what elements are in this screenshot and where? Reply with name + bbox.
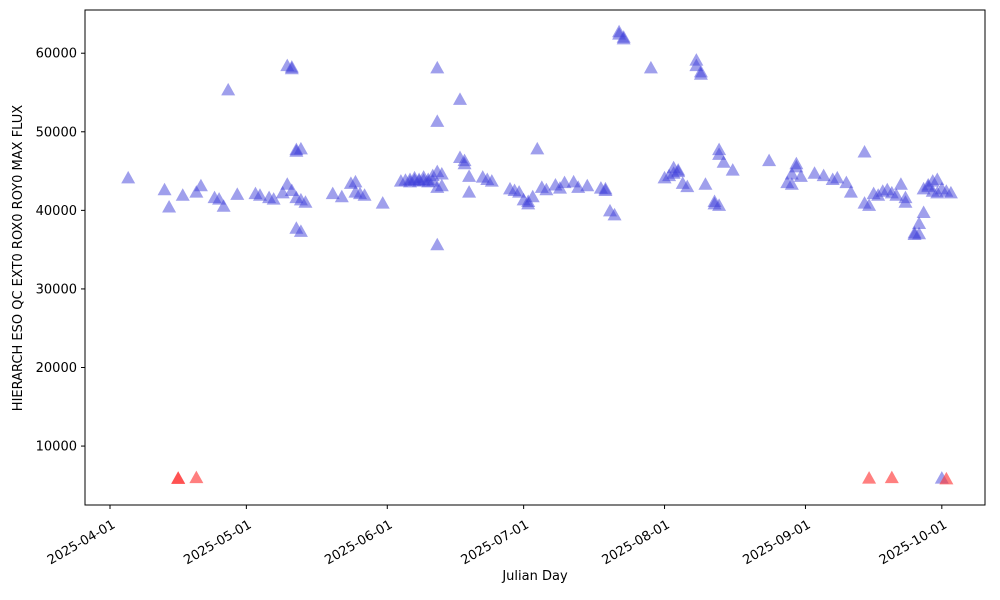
outlier-flux-point-marker [884, 470, 899, 484]
nominal-flux-point-marker [434, 167, 449, 180]
nominal-flux-point-marker [930, 172, 945, 185]
nominal-flux-point-marker [539, 182, 554, 196]
nominal-flux-point-marker [889, 188, 904, 201]
nominal-flux-point-marker [807, 166, 822, 179]
y-axis-label: HIERARCH ESO QC EXT0 ROX0 ROY0 MAX FLUX [11, 105, 26, 411]
nominal-flux-point-marker [580, 178, 595, 192]
outlier-flux-point-marker [171, 471, 186, 484]
nominal-flux-point-marker [453, 92, 467, 105]
nominal-flux-point-marker [693, 67, 708, 80]
x-tick-label: 2025-08-01 [600, 517, 673, 568]
nominal-flux-point-marker [430, 114, 445, 127]
x-tick-label: 2025-09-01 [741, 517, 814, 568]
nominal-flux-point-marker [457, 156, 472, 170]
x-tick-label: 2025-06-01 [322, 517, 395, 568]
nominal-flux-point-marker [530, 141, 545, 155]
nominal-flux-point-marker [298, 195, 313, 208]
x-tick-label: 2025-05-01 [181, 517, 254, 568]
x-axis-label: Julian Day [501, 569, 568, 584]
nominal-flux-point-marker [598, 183, 613, 196]
nominal-flux-point-marker [893, 177, 908, 190]
nominal-flux-point-marker [830, 170, 845, 184]
y-axis-ticks: 10000 20000 30000 40000 50000 60000 [36, 47, 85, 455]
nominal-flux-point-marker [266, 192, 281, 205]
outlier-flux-point-marker [939, 471, 954, 485]
nominal-flux-point-marker [671, 164, 686, 178]
nominal-flux-point-marker [712, 147, 727, 160]
nominal-flux-point-marker [512, 185, 527, 198]
nominal-flux-point-marker [216, 199, 231, 212]
nominal-flux-point-marker [698, 177, 713, 190]
nominal-flux-point-marker [230, 187, 245, 200]
nominal-flux-point-marker [325, 186, 340, 200]
nominal-flux-point-marker [616, 31, 631, 45]
nominal-flux-point-marker [284, 61, 299, 75]
nominal-flux-point-marker [843, 185, 858, 198]
y-tick-label: 30000 [36, 282, 77, 297]
nominal-flux-point-marker [793, 169, 808, 182]
nominal-flux-point-marker [462, 185, 477, 198]
plot-area [84, 9, 986, 506]
nominal-flux-point-marker [607, 207, 622, 221]
nominal-flux-point-marker [857, 145, 872, 158]
nominal-flux-point-marker [784, 177, 799, 190]
y-tick-label: 20000 [36, 361, 77, 376]
nominal-flux-point-marker [912, 226, 927, 240]
nominal-flux-point-marker [839, 175, 854, 189]
nominal-flux-point-marker [348, 174, 363, 188]
nominal-flux-point-marker [430, 60, 445, 74]
nominal-flux-point-marker [716, 155, 731, 168]
nominal-flux-point-marker [430, 237, 445, 251]
nominal-flux-point-marker [357, 188, 372, 201]
nominal-flux-point-marker [293, 141, 308, 155]
nominal-flux-point-marker [162, 200, 177, 213]
x-tick-label: 2025-07-01 [459, 517, 532, 568]
y-tick-label: 50000 [36, 125, 77, 140]
outlier-flux-point-marker [189, 470, 204, 484]
nominal-flux-point-marker [643, 60, 658, 74]
nominal-flux-point-marker [816, 168, 831, 182]
x-axis-ticks: 2025-04-01 2025-05-01 2025-06-01 2025-07-01… [45, 505, 950, 568]
nominal-flux-point-marker [175, 188, 190, 201]
nominal-flux-point-marker [912, 216, 927, 229]
nominal-flux-point-marker [725, 163, 740, 176]
nominal-flux-point-marker [293, 224, 308, 237]
nominal-flux-point-marker [862, 198, 877, 211]
nominal-flux-point-marker [680, 179, 695, 193]
nominal-flux-point-marker [916, 205, 931, 218]
nominal-flux-point-marker [430, 180, 445, 193]
nominal-flux-point-marker [375, 196, 390, 209]
nominal-flux-point-marker [712, 198, 727, 211]
x-tick-label: 2025-04-01 [45, 517, 118, 568]
nominal-flux-point-marker [762, 153, 777, 167]
nominal-flux-point-marker [943, 185, 958, 199]
data-points [121, 24, 958, 485]
nominal-flux-point-marker [253, 188, 267, 201]
nominal-flux-point-marker [525, 189, 540, 203]
outlier-flux-point-marker [862, 471, 877, 484]
nominal-flux-point-marker [484, 174, 499, 187]
y-tick-label: 40000 [36, 204, 77, 219]
nominal-flux-point-marker [157, 182, 172, 196]
nominal-flux-point-marker [121, 170, 136, 184]
y-tick-label: 10000 [36, 440, 77, 455]
nominal-flux-point-marker [334, 189, 349, 203]
x-tick-label: 2025-10-01 [877, 517, 950, 568]
nominal-flux-point-marker [193, 178, 208, 192]
nominal-flux-point-marker [462, 169, 477, 182]
nominal-flux-point-marker [189, 185, 204, 198]
nominal-flux-point-marker [898, 195, 913, 208]
nominal-flux-point-marker [221, 82, 236, 96]
y-tick-label: 60000 [36, 47, 77, 62]
nominal-flux-point-marker [784, 167, 799, 180]
nominal-flux-point-marker [789, 159, 804, 173]
